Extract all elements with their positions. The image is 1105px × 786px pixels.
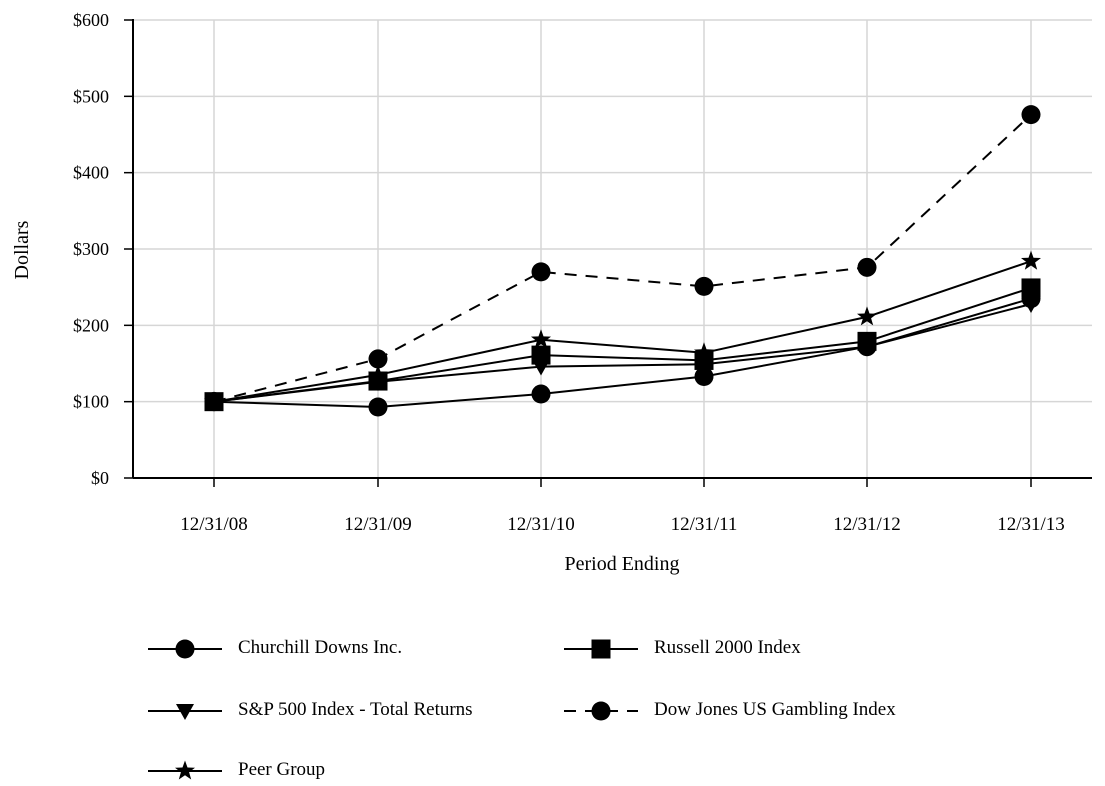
x-tick-label: 12/31/13 <box>997 514 1065 535</box>
y-tick-label: $400 <box>73 163 109 183</box>
legend-swatch <box>148 704 222 720</box>
legend-swatch <box>564 639 638 659</box>
series-line <box>213 113 1032 403</box>
data-point <box>857 306 877 326</box>
data-point <box>532 359 550 376</box>
axes <box>124 19 1092 487</box>
data-point <box>694 366 714 386</box>
data-point <box>695 357 713 374</box>
data-point <box>204 392 224 412</box>
series-group <box>204 105 1041 417</box>
x-axis-title: Period Ending <box>565 553 680 575</box>
series-line <box>213 260 1032 403</box>
grid-lines <box>133 19 1092 478</box>
legend-marker <box>175 760 195 780</box>
legend-marker <box>175 639 195 659</box>
data-point <box>1021 250 1041 270</box>
series-line <box>213 303 1032 403</box>
series-1 <box>204 278 1041 412</box>
data-point <box>368 397 388 417</box>
series-0 <box>204 289 1041 417</box>
legend-marker <box>591 639 611 659</box>
data-point <box>694 276 714 296</box>
y-axis-title: Dollars <box>11 220 33 279</box>
data-point <box>368 349 388 369</box>
legend-label: Churchill Downs Inc. <box>238 637 403 658</box>
series-2 <box>205 296 1040 411</box>
tick-labels: $0 $100 $200 $300 $400 $500 $600 12/31/08 12/31/… <box>73 10 1065 535</box>
legend-marker <box>176 704 194 720</box>
legend-label: Dow Jones US Gambling Index <box>654 699 896 720</box>
series-line <box>213 297 1032 409</box>
data-point <box>1021 105 1041 125</box>
data-point <box>531 329 551 349</box>
x-tick-label: 12/31/10 <box>507 514 575 535</box>
data-point <box>531 262 551 282</box>
legend-swatch <box>564 701 638 721</box>
x-tick-label: 12/31/12 <box>833 514 901 535</box>
x-tick-label: 12/31/08 <box>180 514 248 535</box>
y-tick-label: $0 <box>91 468 109 488</box>
y-tick-label: $600 <box>73 10 109 30</box>
data-point <box>369 374 387 391</box>
data-point <box>531 384 551 404</box>
data-point <box>857 257 877 277</box>
x-tick-label: 12/31/11 <box>671 514 738 535</box>
legend-label: S&P 500 Index - Total Returns <box>238 699 473 720</box>
legend-label: Russell 2000 Index <box>654 637 801 658</box>
legend-marker <box>591 701 611 721</box>
legend-label: Peer Group <box>238 759 326 780</box>
data-point <box>857 337 877 357</box>
legend-swatch <box>148 760 222 780</box>
y-tick-label: $300 <box>73 239 109 259</box>
y-tick-label: $500 <box>73 86 109 106</box>
data-point <box>1021 289 1041 309</box>
legend-swatch <box>148 639 222 659</box>
y-tick-label: $200 <box>73 315 109 335</box>
series-3 <box>204 105 1041 412</box>
y-tick-label: $100 <box>73 392 109 412</box>
x-tick-label: 12/31/09 <box>344 514 412 535</box>
line-chart: $0 $100 $200 $300 $400 $500 $600 12/31/08 12/31/… <box>11 10 1092 575</box>
